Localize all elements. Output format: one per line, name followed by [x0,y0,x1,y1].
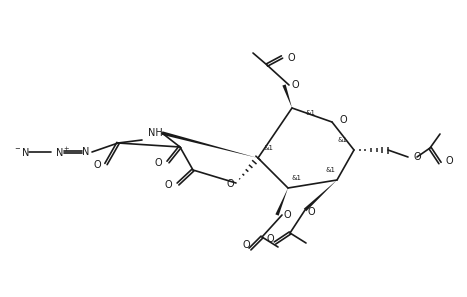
Polygon shape [276,188,288,216]
Text: NH: NH [148,128,163,138]
Text: &1: &1 [292,175,302,181]
Text: O: O [242,240,250,250]
Text: O: O [291,80,298,90]
Text: $\mathregular{^-}$N: $\mathregular{^-}$N [14,146,30,158]
Text: &1: &1 [325,167,335,173]
Text: O: O [93,160,101,170]
Polygon shape [283,84,292,108]
Text: O: O [307,207,315,217]
Text: O: O [287,53,295,63]
Text: &1: &1 [338,137,348,143]
Polygon shape [304,180,337,211]
Text: N$\mathregular{^+}$: N$\mathregular{^+}$ [55,146,71,159]
Text: O: O [413,152,421,162]
Text: O: O [155,158,162,168]
Text: &1: &1 [306,110,316,116]
Text: O: O [266,234,274,244]
Polygon shape [162,131,258,158]
Text: O: O [445,156,453,166]
Text: O: O [226,179,234,189]
Text: &1: &1 [264,145,274,151]
Text: O: O [164,180,172,190]
Text: O: O [284,210,291,220]
Text: O: O [340,115,347,125]
Text: N: N [82,147,90,157]
